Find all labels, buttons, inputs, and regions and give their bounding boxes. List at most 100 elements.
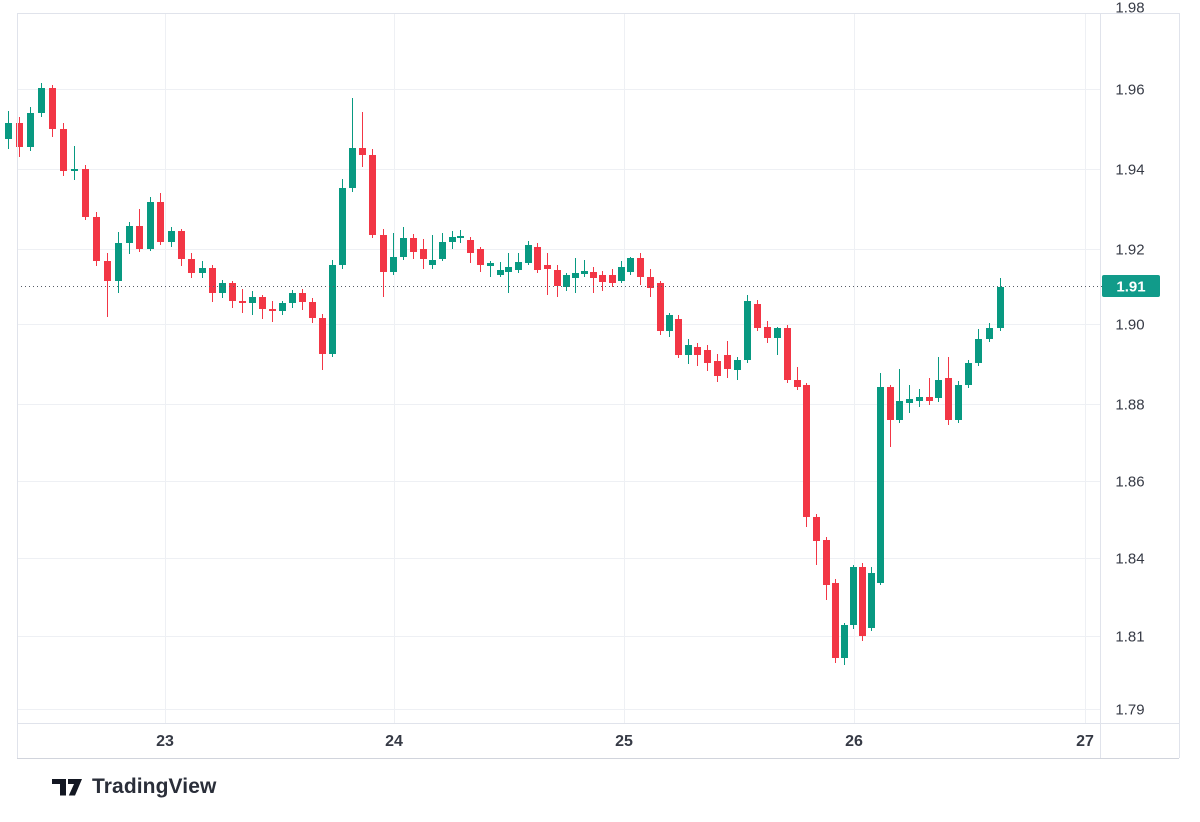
candle-up (400, 227, 407, 260)
candle-up (627, 257, 634, 275)
time-axis-label: 27 (1076, 733, 1094, 750)
candle-down (259, 295, 266, 319)
candle-down (104, 253, 111, 317)
chart-frame (17, 13, 1180, 759)
candle-up (935, 357, 942, 402)
candle-up (572, 258, 579, 293)
candle-up (850, 565, 857, 629)
candle-up (27, 107, 34, 151)
candle-up (563, 273, 570, 291)
candle-down (714, 354, 721, 382)
candle-up (906, 385, 913, 413)
candle-up (429, 235, 436, 269)
price-axis-label: 1.98 (1115, 0, 1144, 17)
candle-down (887, 385, 894, 447)
candle-down (60, 123, 67, 176)
candle-down (694, 343, 701, 366)
candle-up (457, 230, 464, 243)
candle-up (997, 278, 1004, 331)
candle-up (71, 146, 78, 180)
candle-down (554, 265, 561, 297)
candle-up (289, 290, 296, 308)
candle-down (945, 357, 952, 425)
candle-down (609, 269, 616, 287)
price-axis-label: 1.84 (1115, 551, 1144, 568)
candle-up (955, 381, 962, 423)
candle-up (734, 357, 741, 380)
candle-up (581, 260, 588, 277)
candle-up (986, 323, 993, 342)
candle-up (877, 373, 884, 585)
candle-up (975, 329, 982, 366)
candle-down (859, 563, 866, 641)
candle-up (349, 98, 356, 192)
candle-down (420, 239, 427, 269)
time-axis-label: 23 (156, 733, 174, 750)
candle-down (410, 234, 417, 259)
candles-layer (5, 83, 1004, 665)
current-price-badge-text: 1.91 (1116, 279, 1145, 296)
candle-up (339, 179, 346, 269)
candle-down (794, 367, 801, 390)
candle-down (467, 237, 474, 263)
candle-down (704, 345, 711, 371)
candle-down (16, 117, 23, 157)
price-axis-label: 1.96 (1115, 82, 1144, 99)
candle-up (525, 241, 532, 265)
candle-down (599, 271, 606, 291)
candle-up (774, 327, 781, 355)
candle-up (199, 261, 206, 278)
candle-down (49, 85, 56, 137)
price-axis-label: 1.86 (1115, 474, 1144, 491)
candle-up (5, 111, 12, 149)
candle-up (497, 262, 504, 277)
tradingview-logo[interactable]: TradingView (52, 775, 216, 799)
candle-up (249, 291, 256, 315)
candle-up (38, 83, 45, 117)
candle-down (784, 325, 791, 383)
candle-down (477, 247, 484, 272)
candle-down (926, 378, 933, 405)
tradingview-logo-icon (52, 778, 82, 795)
current-price-badge: 1.91 (1102, 275, 1160, 297)
candle-down (764, 321, 771, 343)
candle-down (803, 383, 810, 527)
candle-down (93, 212, 100, 266)
candle-down (136, 209, 143, 252)
candle-down (832, 579, 839, 663)
candle-down (239, 289, 246, 313)
time-axis-label: 26 (845, 733, 863, 750)
candle-up (744, 295, 751, 363)
price-axis-label: 1.88 (1115, 397, 1144, 414)
time-axis[interactable]: 23 24 25 26 27 (156, 733, 1094, 750)
candle-up (515, 253, 522, 273)
candle-up (279, 301, 286, 315)
candle-down (82, 165, 89, 220)
candle-down (637, 253, 644, 285)
candle-up (219, 280, 226, 298)
time-axis-label: 24 (385, 733, 403, 750)
candle-up (916, 389, 923, 407)
candle-down (675, 315, 682, 358)
candle-down (647, 269, 654, 297)
candle-up (147, 197, 154, 251)
candle-up (685, 339, 692, 364)
candle-up (126, 222, 133, 254)
price-axis-label: 1.90 (1115, 317, 1144, 334)
candle-up (168, 227, 175, 247)
candle-down (319, 314, 326, 370)
price-axis[interactable]: 1.98 1.96 1.94 1.92 1.90 1.88 1.86 1.84 1.81 1.79 (1115, 0, 1144, 719)
candle-up (487, 261, 494, 277)
candle-down (534, 243, 541, 273)
candle-up (390, 233, 397, 275)
price-axis-label: 1.92 (1115, 242, 1144, 259)
candle-up (618, 261, 625, 283)
candle-down (309, 298, 316, 323)
candle-down (157, 193, 164, 245)
candle-down (544, 253, 551, 295)
candle-up (868, 567, 875, 631)
candle-up (449, 231, 456, 249)
candle-up (439, 233, 446, 261)
